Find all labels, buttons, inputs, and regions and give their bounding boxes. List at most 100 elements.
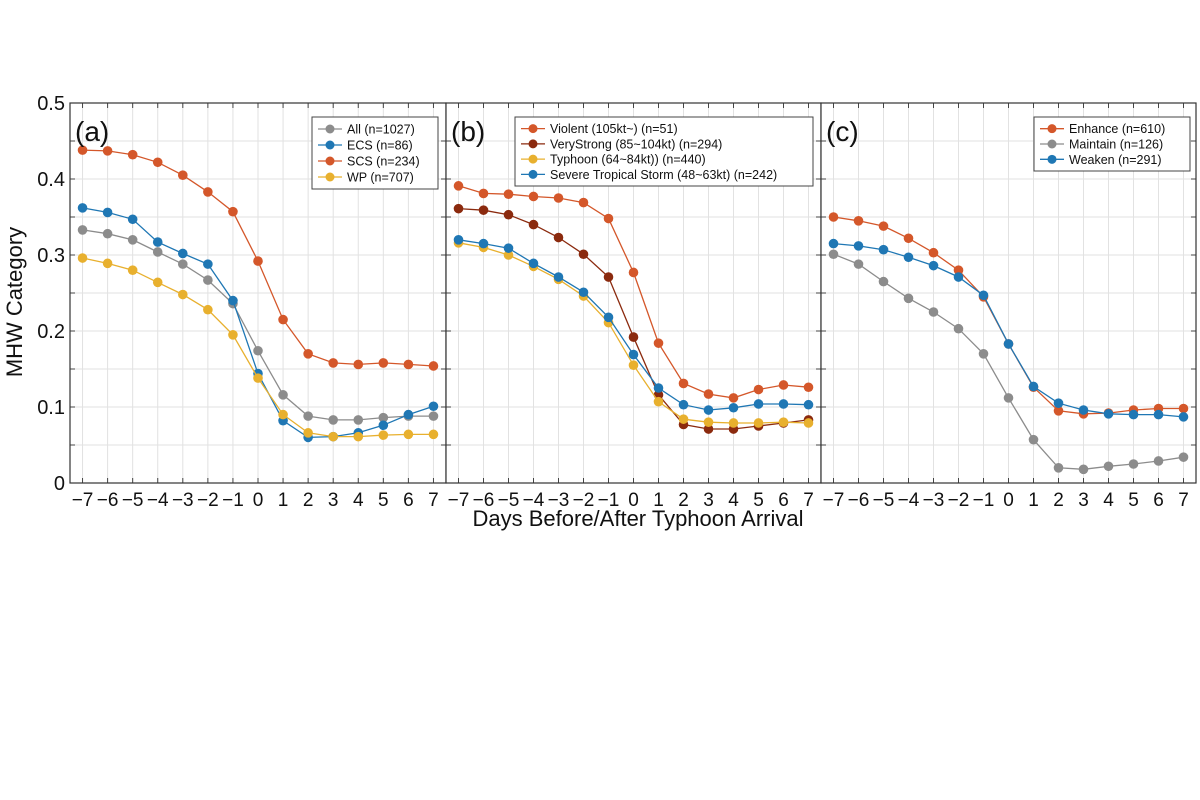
x-tick-label: 1 <box>1028 490 1039 511</box>
data-point <box>753 418 764 428</box>
legend-swatch-marker <box>1047 139 1057 149</box>
data-point <box>1053 398 1064 409</box>
data-point <box>403 359 414 370</box>
x-tick-label: −2 <box>573 490 595 511</box>
data-point <box>603 213 614 224</box>
chart-panel: 00.10.20.30.40.5−7 −6 −5 −4 −3 −2 −1 0 1 2 3 4 5 6 7(a… <box>37 93 447 511</box>
data-point <box>728 402 739 413</box>
data-point <box>152 237 163 247</box>
data-point <box>928 247 939 258</box>
data-point <box>353 359 364 370</box>
data-point <box>378 420 389 431</box>
data-point <box>503 243 514 253</box>
legend-entry: SCS (n=234) <box>347 155 420 169</box>
legend-swatch-marker <box>528 124 538 134</box>
data-point <box>878 276 889 287</box>
data-point <box>278 409 288 420</box>
data-point <box>478 188 489 199</box>
legend: Enhance (n=610) Maintain (n=126)Weaken (n… <box>1033 116 1191 172</box>
data-point <box>653 338 664 348</box>
y-tick-label: 0.5 <box>37 93 65 115</box>
data-point <box>228 330 238 340</box>
data-point <box>728 393 739 403</box>
legend-entry: All (n=1027) <box>347 123 415 137</box>
legend-box <box>514 116 814 187</box>
x-tick-label: 3 <box>1078 490 1089 511</box>
data-point <box>253 345 263 356</box>
data-point <box>203 187 213 197</box>
legend-swatch-marker <box>528 154 538 164</box>
data-point <box>228 295 238 306</box>
data-point <box>453 235 464 245</box>
data-point <box>1178 452 1189 462</box>
data-point <box>378 412 389 423</box>
x-tick-label: 7 <box>803 490 814 511</box>
panels: 00.10.20.30.40.5−7 −6 −5 −4 −3 −2 −1 0 1 2 3 4 5 6 7(a… <box>37 93 1197 511</box>
data-point <box>903 293 914 304</box>
data-point <box>703 424 714 434</box>
x-tick-label: −4 <box>147 490 169 511</box>
x-tick-label: −2 <box>948 490 970 511</box>
data-point <box>678 414 689 424</box>
x-tick-label: 6 <box>403 490 414 511</box>
x-axis-label: Days Before/After Typhoon Arrival <box>473 506 804 531</box>
y-tick-label: 0 <box>54 473 65 495</box>
legend-entry: Violent (105kt~) (n=51) <box>550 122 678 136</box>
data-point <box>803 418 814 428</box>
x-tick-label: 5 <box>753 490 764 511</box>
data-point <box>703 389 714 399</box>
x-tick-label: 0 <box>1003 490 1014 511</box>
y-tick-label: 0.4 <box>37 169 65 191</box>
x-tick-label: −3 <box>172 490 194 511</box>
legend-swatch-marker <box>325 156 335 166</box>
data-point <box>703 405 714 415</box>
data-point <box>853 259 864 269</box>
legend-entry: Enhance (n=610) <box>1069 122 1165 136</box>
data-point <box>353 415 364 425</box>
data-point <box>628 332 639 342</box>
data-point <box>353 431 364 442</box>
x-tick-label: −3 <box>923 490 945 511</box>
x-tick-label: 2 <box>1053 490 1064 511</box>
x-tick-label: −7 <box>448 490 470 511</box>
data-point <box>778 399 789 409</box>
data-point <box>478 205 489 215</box>
data-point <box>503 189 514 199</box>
data-point <box>428 401 439 412</box>
data-point <box>903 233 914 244</box>
x-tick-label: −7 <box>823 490 845 511</box>
data-point <box>703 417 714 428</box>
data-point <box>1103 409 1114 419</box>
x-tick-label: −2 <box>197 490 219 511</box>
chart-panel: −7 −6 −5 −4 −3 −2 −1 0 1 2 3 4 5 6 7 (b) Violent (105kt~… <box>445 102 822 511</box>
panel-label: (c) <box>826 116 859 147</box>
panel-label: (b) <box>451 116 485 147</box>
data-point <box>378 430 389 440</box>
data-point <box>528 219 539 230</box>
data-point <box>453 203 464 214</box>
data-point <box>253 373 263 383</box>
data-point <box>678 378 689 389</box>
y-tick-label: 0.2 <box>37 321 65 343</box>
legend-swatch-marker <box>528 169 538 179</box>
x-tick-label: −6 <box>473 490 495 511</box>
x-tick-label: 2 <box>303 490 314 511</box>
data-point <box>803 382 814 393</box>
data-point <box>1053 406 1064 416</box>
panel-frame <box>820 102 1197 484</box>
data-point <box>228 206 238 217</box>
data-point <box>1153 409 1164 420</box>
legend-entry: Typhoon (64~84kt)) (n=440) <box>550 153 706 167</box>
data-point <box>903 252 914 263</box>
y-axis-label: MHW Category <box>2 227 27 377</box>
legend-entry: WP (n=707) <box>347 171 414 185</box>
x-tick-label: −3 <box>548 490 570 511</box>
data-point <box>328 431 339 442</box>
x-tick-label: 0 <box>253 490 264 511</box>
data-point <box>1078 464 1089 475</box>
data-point <box>1078 405 1089 415</box>
legend-swatch-marker <box>325 172 335 182</box>
data-point <box>678 399 689 410</box>
x-tick-label: −4 <box>898 490 920 511</box>
data-point <box>853 241 864 251</box>
